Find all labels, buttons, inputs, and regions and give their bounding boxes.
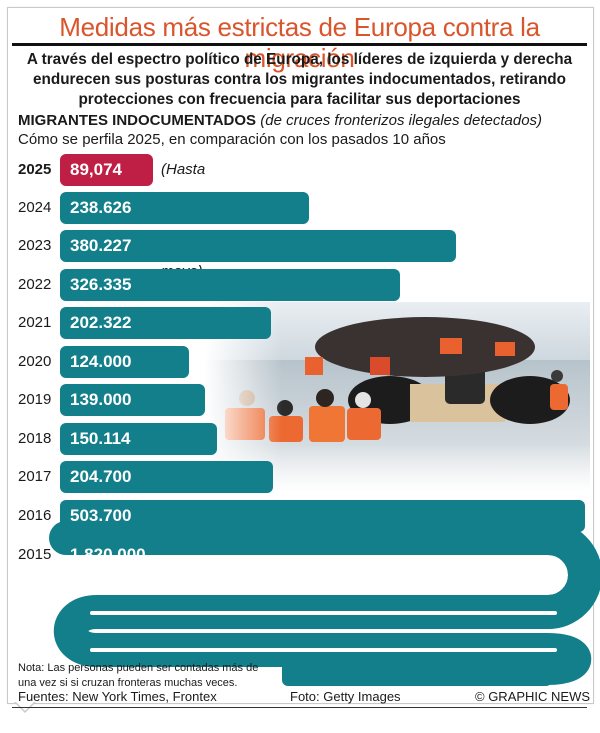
- page-title: Medidas más estrictas de Europa contra l…: [59, 12, 540, 73]
- footer-divider: [12, 707, 587, 708]
- sources: Fuentes: New York Times, Frontex: [18, 689, 217, 704]
- chart-label: MIGRANTES INDOCUMENTADOS: [18, 112, 257, 129]
- year-label: 2023: [18, 237, 52, 254]
- bar-2022: 326.335: [60, 269, 400, 301]
- bar-2025: 89,074: [60, 154, 153, 186]
- year-label: 2022: [18, 276, 52, 293]
- footnote: Nota: Las personas pueden ser contadas m…: [18, 662, 259, 689]
- bar-2021: 202.322: [60, 307, 271, 339]
- subtitle-line: endurecen sus posturas contra los migran…: [33, 71, 566, 88]
- bar-2019: 139.000: [60, 384, 205, 416]
- year-label: 2020: [18, 353, 52, 370]
- chart-label-qualifier: (de cruces fronterizos ilegales detectad…: [260, 112, 543, 129]
- bar-2015-label: 1.820.000: [70, 545, 146, 564]
- bar-2020: 124.000: [60, 346, 189, 378]
- year-label: 2015: [18, 546, 52, 563]
- year-label: 2016: [18, 507, 52, 524]
- copyright: © GRAPHIC NEWS: [475, 689, 591, 704]
- year-label: 2024: [18, 199, 52, 216]
- chart-description: Cómo se perfila 2025, en comparación con…: [18, 131, 446, 148]
- chart-header: MIGRANTES INDOCUMENTADOS (de cruces fron…: [18, 111, 593, 149]
- year-label: 2019: [18, 391, 52, 408]
- year-label: 2025: [18, 161, 52, 178]
- year-label: 2018: [18, 430, 52, 447]
- title-divider: [12, 43, 587, 46]
- subtitle: A través del espectro político de Europa…: [12, 50, 587, 110]
- subtitle-line: protecciones con frecuencia para facilit…: [78, 91, 521, 108]
- year-label: 2017: [18, 468, 52, 485]
- bar-2024: 238.626: [60, 192, 309, 224]
- bar-2023: 380.227: [60, 230, 456, 262]
- bar-2017: 204.700: [60, 461, 273, 493]
- year-label: 2021: [18, 314, 52, 331]
- bar-2018: 150.114: [60, 423, 217, 455]
- photo-credit: Foto: Getty Images: [290, 689, 401, 704]
- subtitle-line: A través del espectro político de Europa…: [26, 51, 573, 68]
